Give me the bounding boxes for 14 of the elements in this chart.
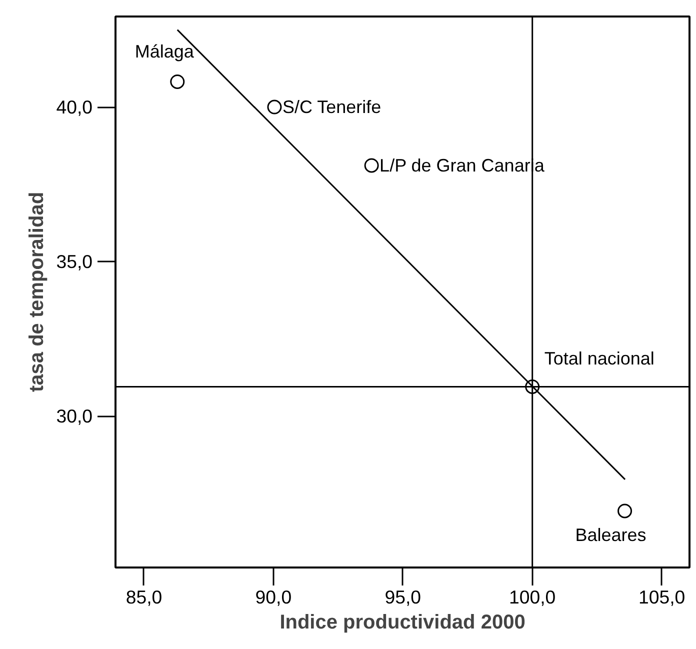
annotation: Total nacional bbox=[544, 348, 654, 369]
x-tick-label: 100,0 bbox=[509, 586, 556, 608]
annotation: Málaga bbox=[134, 42, 195, 62]
annotation: S/C Tenerife bbox=[282, 97, 382, 118]
x-tick-label: 105,0 bbox=[638, 586, 686, 608]
annotation: Baleares bbox=[575, 524, 646, 545]
x-tick-label: 95,0 bbox=[384, 586, 422, 608]
y-tick-label: 40,0 bbox=[56, 96, 92, 118]
y-tick-label: 30,0 bbox=[56, 406, 92, 427]
y-axis-title: tasa de temporalidad bbox=[26, 192, 48, 392]
x-tick-label: 85,0 bbox=[126, 586, 162, 608]
x-axis-title: Indice productividad 2000 bbox=[280, 612, 526, 634]
y-tick-label: 35,0 bbox=[56, 251, 92, 272]
x-tick-label: 90,0 bbox=[255, 586, 292, 608]
